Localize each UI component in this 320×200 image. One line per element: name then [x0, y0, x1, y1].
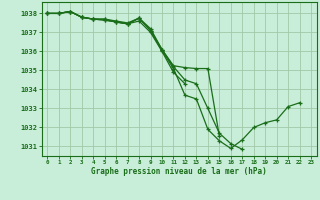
X-axis label: Graphe pression niveau de la mer (hPa): Graphe pression niveau de la mer (hPa) [91, 167, 267, 176]
